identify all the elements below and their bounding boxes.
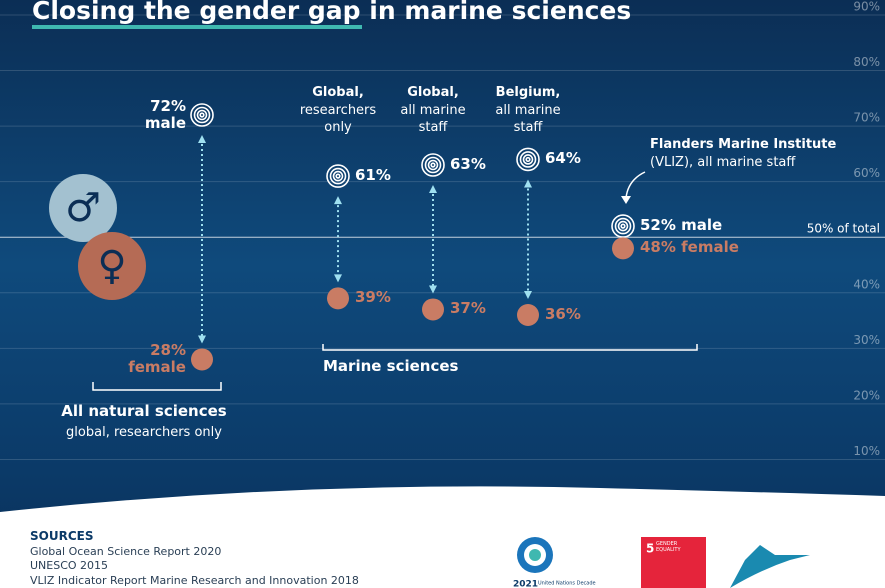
vliz-logo	[730, 545, 810, 588]
logo-text: 2021	[513, 580, 538, 588]
category-subtitle: global, researchers only	[66, 425, 222, 440]
y-tick-label: 50% of total	[807, 222, 880, 236]
value-label: 37%	[450, 299, 486, 318]
y-tick-label: 10%	[853, 444, 880, 458]
bracket	[322, 344, 698, 351]
male-marker	[326, 164, 350, 188]
female-marker	[517, 304, 539, 326]
female-marker	[191, 348, 213, 371]
y-tick-label: 0%	[861, 500, 880, 514]
value-label: 36%	[545, 305, 581, 323]
logo-text: 5	[646, 542, 654, 556]
pointer-arrow	[625, 171, 646, 199]
category-subtitle: all marine staff	[400, 103, 466, 135]
arrow-head	[334, 274, 342, 283]
value-label: 28% female	[128, 341, 186, 377]
arrow-head	[198, 135, 206, 143]
arrow-head	[524, 291, 532, 299]
y-tick-label: 90%	[853, 0, 880, 14]
female-marker	[422, 298, 444, 321]
sources-item: VLIZ Indicator Report Marine Research an…	[30, 574, 359, 587]
value-label: 39%	[355, 288, 391, 307]
male-marker	[190, 103, 214, 127]
logo-text: United Nations Decade	[538, 581, 596, 587]
arrow-head	[429, 185, 437, 193]
value-label: 48% female	[640, 238, 739, 257]
arrow-head	[198, 335, 206, 344]
sources-item: Global Ocean Science Report 2020	[30, 545, 222, 558]
legend-swatch	[78, 232, 146, 300]
male-marker	[611, 214, 635, 238]
value-label: 63%	[450, 155, 486, 173]
value-label: 61%	[355, 166, 391, 185]
group-label: Marine sciences	[323, 357, 459, 375]
male-marker	[516, 147, 540, 172]
y-tick-label: 60%	[853, 166, 880, 180]
male-marker	[421, 153, 445, 177]
y-tick-label: 70%	[853, 111, 880, 125]
y-tick-label: 20%	[853, 388, 880, 402]
category-label: Belgium,	[495, 85, 561, 100]
sources-item: UNESCO 2015	[30, 559, 109, 572]
decade-logo	[517, 537, 553, 573]
sdg-logo	[641, 537, 706, 588]
female-marker	[327, 287, 349, 310]
chart-title: Closing the gender gap in marine science…	[32, 0, 631, 25]
legend-label: ♀	[97, 243, 126, 289]
value-label: 52% male	[640, 216, 723, 235]
y-tick-label: 80%	[853, 55, 880, 69]
category-subtitle: all marine staff	[495, 103, 561, 135]
pointer-arrow-head	[621, 196, 631, 204]
legend-label: ♂	[65, 185, 101, 231]
sources-heading: SOURCES	[30, 529, 94, 543]
title-underline	[32, 25, 362, 29]
arrow-head	[334, 196, 342, 205]
y-tick-label: 40%	[853, 277, 880, 291]
arrow-head	[524, 179, 532, 188]
value-label: 64%	[545, 149, 581, 168]
bracket	[92, 382, 222, 391]
category-label: Flanders Marine Institute	[650, 137, 837, 152]
category-label: Global,	[407, 85, 459, 100]
legend-swatch	[49, 174, 117, 242]
category-label: Global,	[312, 85, 364, 100]
value-label: 72% male	[144, 97, 186, 132]
y-tick-label: 30%	[853, 333, 880, 347]
logo-text: GENDER EQUALITY	[656, 541, 681, 553]
category-label: All natural sciences	[61, 402, 227, 420]
category-subtitle: researchers only	[299, 103, 377, 135]
female-marker	[612, 237, 634, 260]
category-subtitle: (VLIZ), all marine staff	[650, 155, 796, 170]
arrow-head	[429, 285, 437, 294]
